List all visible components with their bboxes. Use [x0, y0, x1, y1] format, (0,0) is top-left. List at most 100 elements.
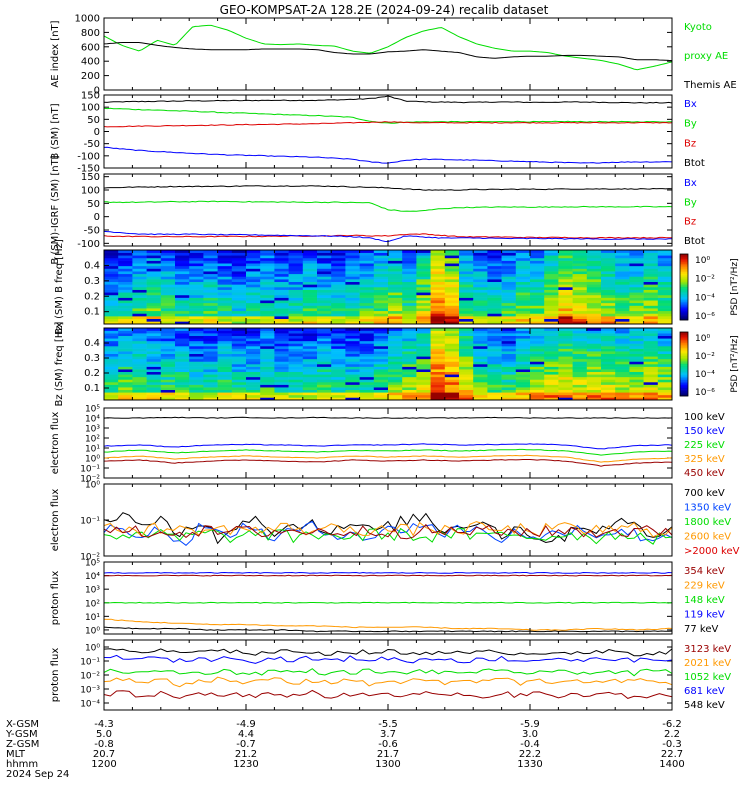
heatmap-cell	[104, 366, 119, 370]
heatmap-cell	[544, 263, 559, 267]
heatmap-cell	[501, 308, 517, 312]
heatmap-cell	[586, 276, 602, 280]
heatmap-cell	[302, 330, 318, 334]
heatmap-cell	[118, 294, 133, 298]
ephemeris-value: 1300	[375, 759, 400, 770]
heatmap-cell	[530, 371, 545, 375]
heatmap-cell	[118, 382, 133, 385]
heatmap-cell	[416, 294, 431, 298]
heatmap-cell	[515, 379, 531, 383]
heatmap-cell	[160, 369, 176, 373]
heatmap-cell	[643, 297, 659, 301]
heatmap-cell	[402, 353, 417, 357]
heatmap-cell	[388, 379, 403, 383]
heatmap-cell	[459, 255, 474, 259]
heatmap-cell	[288, 308, 304, 312]
heatmap-cell	[459, 340, 474, 344]
heatmap-cell	[544, 284, 559, 288]
heatmap-cell	[586, 297, 602, 301]
heatmap-cell	[416, 263, 431, 267]
colorbar-segment	[680, 265, 688, 268]
heatmap-cell	[118, 328, 133, 331]
heatmap-cell	[416, 276, 431, 280]
heatmap-cell	[388, 271, 403, 275]
heatmap-cell	[331, 376, 346, 380]
heatmap-cell	[331, 257, 346, 261]
colorbar-segment	[680, 277, 688, 280]
heatmap-cell	[629, 281, 644, 285]
heatmap-cell	[430, 292, 446, 296]
heatmap-cell	[515, 397, 531, 401]
heatmap-cell	[231, 250, 247, 253]
heatmap-cell	[146, 318, 162, 322]
heatmap-cell	[217, 260, 233, 264]
colorbar-tick-label: 10⁰	[695, 256, 710, 266]
heatmap-cell	[288, 335, 304, 339]
heatmap-cell	[317, 276, 332, 280]
heatmap-cell	[501, 250, 517, 253]
heatmap-cell	[317, 356, 332, 360]
heatmap-cell	[544, 250, 559, 253]
heatmap-cell	[359, 379, 375, 383]
heatmap-cell	[317, 358, 332, 362]
colorbar-segment	[680, 333, 688, 336]
heatmap-cell	[104, 394, 119, 398]
colorbar-segment	[680, 343, 688, 346]
heatmap-cell	[544, 300, 559, 304]
heatmap-cell	[317, 371, 332, 375]
heatmap-cell	[359, 346, 375, 349]
heatmap-cell	[657, 369, 673, 373]
heatmap-cell	[487, 348, 502, 352]
heatmap-cell	[302, 250, 318, 253]
heatmap-cell	[487, 335, 502, 339]
heatmap-cell	[487, 343, 502, 347]
heatmap-cell	[288, 364, 304, 367]
y-axis-label: proton flux	[50, 648, 61, 703]
heatmap-cell	[601, 346, 616, 349]
heatmap-cell	[629, 353, 644, 357]
heatmap-cell	[473, 302, 488, 306]
heatmap-cell	[430, 302, 446, 306]
heatmap-cell	[317, 313, 332, 317]
heatmap-cell	[203, 366, 218, 370]
heatmap-cell	[544, 302, 559, 306]
heatmap-cell	[643, 292, 659, 296]
heatmap-cell	[132, 387, 147, 391]
heatmap-cell	[459, 279, 474, 283]
heatmap-cell	[601, 321, 616, 325]
heatmap-cell	[260, 316, 275, 320]
heatmap-cell	[274, 289, 289, 293]
heatmap-cell	[274, 313, 289, 317]
heatmap-cell	[203, 316, 218, 320]
heatmap-cell	[586, 316, 602, 320]
heatmap-cell	[288, 255, 304, 259]
heatmap-cell	[459, 281, 474, 285]
heatmap-cell	[317, 305, 332, 309]
heatmap-cell	[373, 382, 389, 385]
heatmap-cell	[459, 257, 474, 261]
colorbar-segment	[680, 308, 688, 311]
heatmap-cell	[203, 310, 218, 314]
heatmap-cell	[260, 343, 275, 347]
colorbar-segment	[680, 298, 688, 301]
heatmap-cell	[217, 374, 233, 378]
y-tick-label: 0.4	[84, 260, 100, 271]
heatmap-cell	[217, 279, 233, 283]
y-tick-label: 400	[81, 57, 100, 68]
heatmap-cell	[175, 364, 190, 367]
heatmap-cell	[146, 300, 162, 304]
colorbar-segment	[680, 285, 688, 288]
heatmap-cell	[416, 340, 431, 344]
heatmap-cell	[260, 374, 275, 378]
y-tick-label: 0	[94, 86, 100, 97]
heatmap-cell	[629, 379, 644, 383]
heatmap-cell	[501, 343, 517, 347]
heatmap-cell	[118, 389, 133, 393]
heatmap-cell	[302, 300, 318, 304]
heatmap-cell	[189, 257, 204, 261]
heatmap-cell	[615, 287, 630, 290]
heatmap-cell	[373, 321, 389, 325]
heatmap-cell	[473, 340, 488, 344]
heatmap-cell	[274, 263, 289, 267]
heatmap-cell	[132, 361, 147, 365]
